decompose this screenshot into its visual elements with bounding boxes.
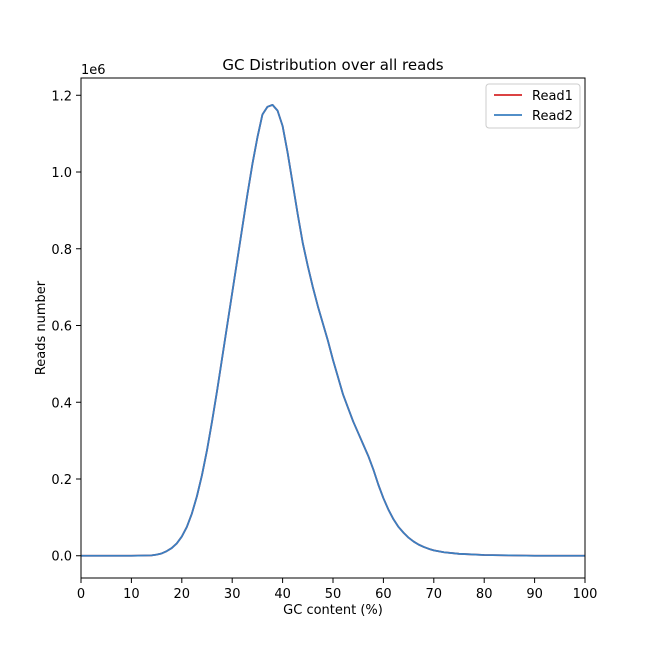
- x-tick-label: 100: [573, 587, 598, 602]
- x-tick-label: 50: [325, 587, 342, 602]
- x-axis-label: GC content (%): [283, 603, 383, 618]
- x-tick-label: 90: [526, 587, 543, 602]
- series-line-read1: [81, 103, 585, 557]
- y-tick-label: 1.0: [51, 166, 72, 181]
- y-tick-label: 1.2: [51, 89, 72, 104]
- chart-title: GC Distribution over all reads: [222, 56, 443, 74]
- y-axis-offset-label: 1e6: [81, 63, 106, 78]
- x-tick-label: 40: [274, 587, 291, 602]
- x-tick-label: 60: [375, 587, 392, 602]
- axis-ticks: 0 10 20 30 40 50 60 70 80 90 100 0.0 0.2 0.4 0.6 0.8 1.0…: [51, 89, 597, 602]
- series-line-read2: [81, 103, 585, 557]
- x-tick-label: 70: [426, 587, 443, 602]
- series-lines: [81, 103, 585, 557]
- x-tick-label: 20: [174, 587, 191, 602]
- y-tick-label: 0.4: [51, 396, 72, 411]
- legend-label-read2: Read2: [532, 109, 573, 124]
- y-tick-label: 0.6: [51, 320, 72, 335]
- x-tick-label: 30: [224, 587, 241, 602]
- y-axis-label: Reads number: [34, 280, 49, 375]
- x-tick-label: 10: [123, 587, 140, 602]
- plot-frame: [80, 77, 586, 579]
- y-tick-label: 0.0: [51, 550, 72, 565]
- y-tick-label: 0.2: [51, 473, 72, 488]
- legend: Read1 Read2: [485, 83, 581, 129]
- legend-label-read1: Read1: [532, 89, 573, 104]
- x-tick-label: 0: [77, 587, 85, 602]
- y-tick-label: 0.8: [51, 243, 72, 258]
- x-tick-label: 80: [476, 587, 493, 602]
